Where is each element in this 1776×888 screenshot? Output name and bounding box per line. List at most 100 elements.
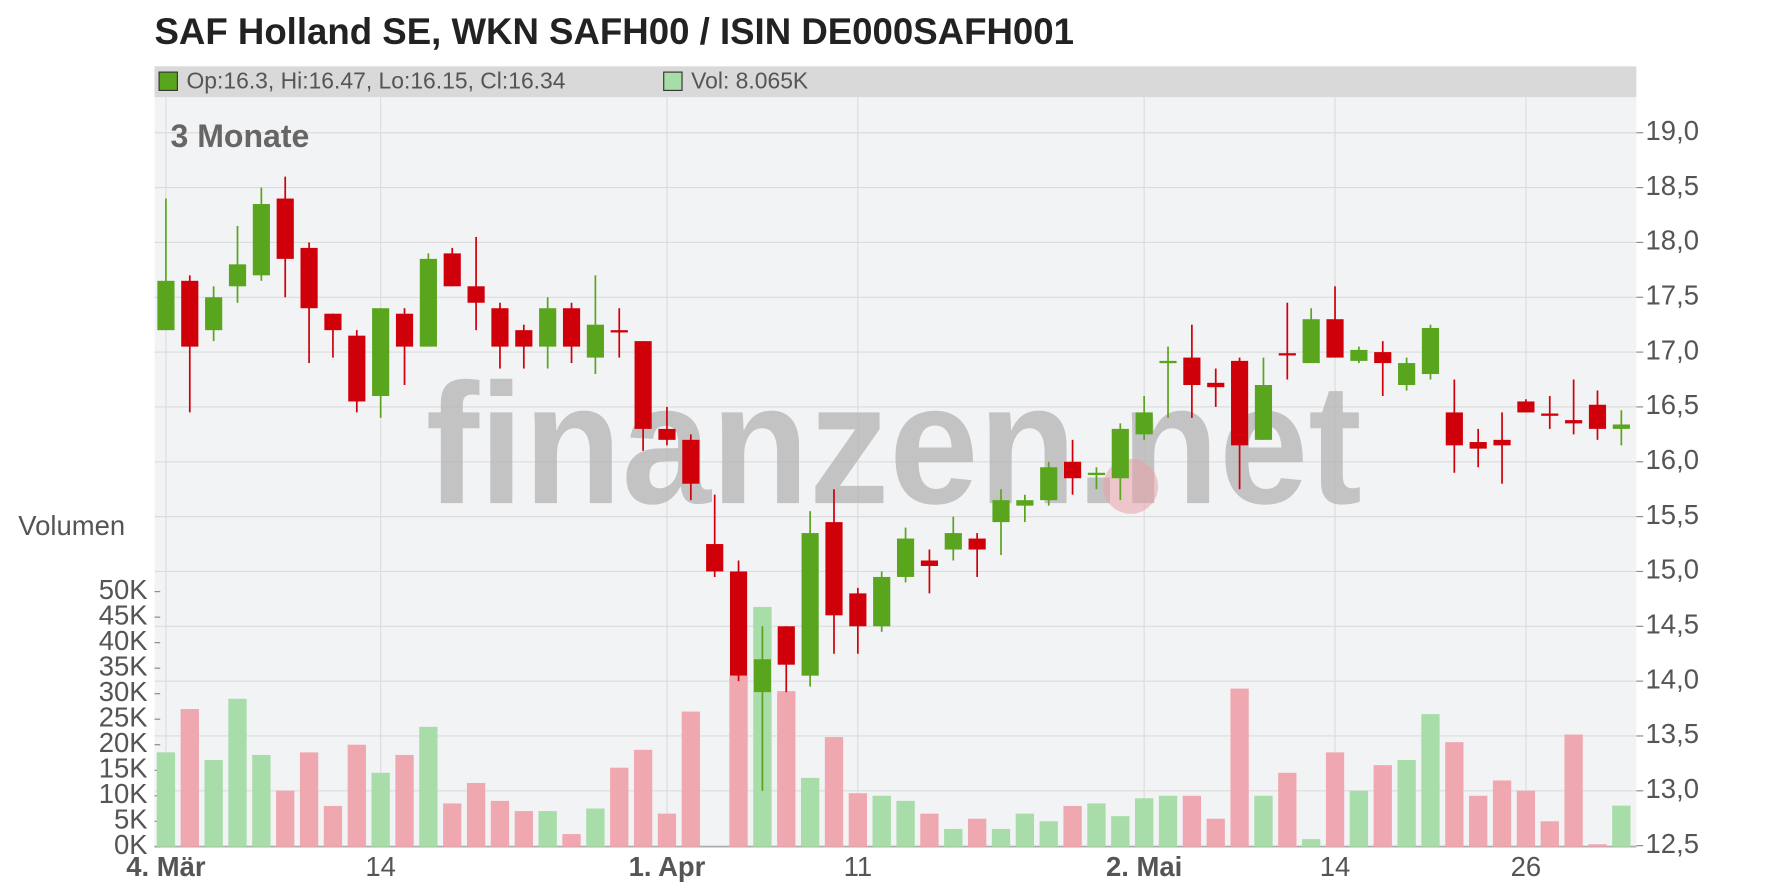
volume-bar bbox=[299, 752, 319, 847]
y-tick-label: 14,5 bbox=[1646, 609, 1699, 640]
candle-body bbox=[205, 297, 223, 331]
volume-bar bbox=[1015, 813, 1035, 847]
y-tick-label: 16,5 bbox=[1646, 389, 1699, 420]
volume-bar bbox=[1445, 742, 1464, 847]
y-tick-label: 13,0 bbox=[1646, 773, 1699, 804]
y-tick-label: 16,0 bbox=[1646, 444, 1699, 475]
candle-body bbox=[801, 533, 819, 676]
x-tick-label: 11 bbox=[844, 851, 873, 882]
y2-tick-label: 50K bbox=[99, 574, 148, 605]
volume-bar bbox=[1182, 795, 1202, 847]
volume-bar bbox=[514, 811, 533, 847]
volume-bar bbox=[1254, 795, 1273, 847]
candle-body bbox=[753, 659, 771, 693]
volume-bar bbox=[1349, 790, 1369, 847]
candle-body bbox=[1207, 382, 1225, 388]
y2-tick-label: 35K bbox=[99, 650, 148, 681]
candle-body bbox=[1254, 385, 1273, 440]
volume-bar bbox=[1230, 688, 1249, 847]
candle-body bbox=[1326, 319, 1344, 358]
candle-body bbox=[706, 544, 724, 572]
volume-bar bbox=[1325, 752, 1345, 847]
legend-swatch bbox=[158, 71, 178, 91]
candle-body bbox=[324, 313, 342, 331]
candle-body bbox=[1063, 461, 1082, 479]
y2-tick-label: 25K bbox=[99, 701, 148, 732]
volume-bar bbox=[729, 675, 748, 847]
candle-body bbox=[1183, 357, 1201, 386]
volume-bar bbox=[610, 767, 629, 847]
legend-volume: Vol: 8.065K bbox=[691, 67, 808, 93]
chart-title: SAF Holland SE, WKN SAFH00 / ISIN DE000S… bbox=[154, 11, 1074, 52]
volume-bar bbox=[1278, 772, 1297, 847]
candle-body bbox=[1588, 404, 1607, 429]
candle-body bbox=[1350, 349, 1368, 361]
candle-body bbox=[181, 280, 199, 347]
volume-bar bbox=[180, 709, 199, 847]
x-tick-label: 26 bbox=[1511, 851, 1542, 882]
candle-body bbox=[348, 335, 366, 402]
legend-bar bbox=[154, 66, 1637, 98]
volume-axis-label: Volumen bbox=[18, 510, 125, 541]
y2-tick-label: 30K bbox=[99, 676, 148, 707]
volume-bar bbox=[395, 754, 414, 847]
x-tick-label: 1. Apr bbox=[629, 851, 706, 882]
candle-body bbox=[1517, 401, 1535, 413]
candle-body bbox=[419, 258, 437, 347]
candle-body bbox=[1016, 500, 1034, 506]
volume-bar bbox=[419, 726, 438, 847]
volume-bar bbox=[920, 813, 939, 847]
watermark-dot bbox=[1103, 458, 1159, 514]
volume-bar bbox=[490, 800, 510, 847]
candle-body bbox=[1278, 353, 1296, 356]
volume-bar bbox=[1421, 714, 1440, 847]
candle-body bbox=[1374, 352, 1392, 364]
volume-bar bbox=[896, 800, 915, 847]
candle-body bbox=[586, 324, 604, 358]
period-label: 3 Monate bbox=[171, 118, 310, 154]
candle-body bbox=[1040, 467, 1058, 501]
plot-background bbox=[154, 97, 1637, 847]
candle-body bbox=[1612, 424, 1630, 429]
volume-bar bbox=[777, 691, 796, 847]
y-tick-label: 19,0 bbox=[1646, 115, 1699, 146]
volume-bar bbox=[1469, 795, 1488, 847]
candle-body bbox=[491, 308, 509, 347]
volume-bar bbox=[371, 772, 390, 847]
candle-body bbox=[873, 576, 891, 627]
volume-bar bbox=[1612, 805, 1631, 847]
candle-body bbox=[515, 330, 533, 347]
candle-body bbox=[1445, 412, 1463, 446]
volume-bar bbox=[1373, 765, 1392, 847]
x-tick-label: 14 bbox=[365, 851, 396, 882]
candle-body bbox=[300, 247, 318, 309]
volume-bar bbox=[276, 790, 295, 847]
volume-bar bbox=[1564, 734, 1583, 847]
candle-body bbox=[1565, 420, 1583, 424]
volume-bar bbox=[156, 752, 176, 847]
volume-bar bbox=[1039, 821, 1058, 847]
candle-body bbox=[968, 538, 986, 550]
y-tick-label: 17,0 bbox=[1646, 334, 1699, 365]
candle-body bbox=[634, 341, 652, 429]
y-tick-label: 17,5 bbox=[1646, 280, 1699, 311]
candle-body bbox=[443, 253, 461, 287]
volume-bar bbox=[657, 813, 677, 847]
y-tick-label: 14,0 bbox=[1646, 663, 1699, 694]
y2-tick-label: 0K bbox=[114, 829, 148, 860]
candle-body bbox=[1231, 360, 1249, 446]
volume-bar bbox=[1516, 790, 1536, 847]
volume-bar bbox=[562, 834, 581, 847]
volume-bar bbox=[252, 754, 271, 847]
volume-bar bbox=[586, 808, 605, 847]
candle-body bbox=[1493, 439, 1511, 446]
y2-tick-label: 15K bbox=[99, 752, 148, 783]
candle-body bbox=[1469, 442, 1487, 449]
volume-bar bbox=[228, 698, 247, 847]
volume-bar bbox=[800, 777, 820, 847]
volume-bar bbox=[1135, 798, 1154, 847]
volume-bar bbox=[1588, 844, 1607, 847]
volume-bar bbox=[347, 744, 366, 847]
candle-body bbox=[539, 308, 557, 347]
volume-bar bbox=[944, 828, 963, 847]
